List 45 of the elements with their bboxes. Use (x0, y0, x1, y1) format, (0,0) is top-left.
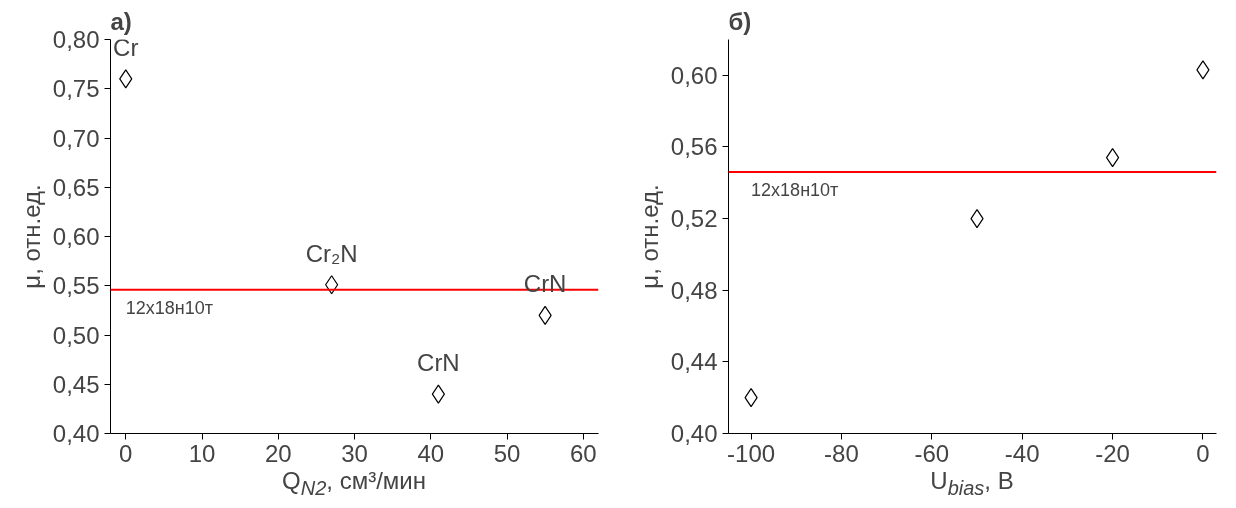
y-tick-label: 0,40 (52, 420, 100, 447)
y-tick-label: 0,70 (52, 124, 100, 152)
x-tick-label: -20 (1095, 439, 1130, 467)
x-axis-title: U$_{bias}$, В (930, 467, 1014, 500)
point (119, 69, 133, 89)
y-tick-label: 0,52 (670, 205, 718, 233)
chart-title: а) (110, 7, 132, 35)
y-tick-label: 0,80 (52, 26, 100, 53)
point (431, 384, 445, 404)
x-tick-label: -60 (914, 439, 950, 467)
x-tick-label: 40 (417, 439, 445, 467)
x-tick-label: 60 (569, 439, 597, 467)
x-tick-label: 10 (188, 439, 216, 467)
y-tick-label: 0,44 (670, 348, 718, 376)
y-tick-label: 0,45 (52, 370, 100, 398)
y-tick-label: 0,40 (670, 420, 718, 447)
annotation: CrN (417, 349, 460, 377)
point (1105, 148, 1120, 168)
y-tick-label: 0,50 (52, 321, 100, 349)
chart-title: б) (728, 7, 752, 35)
point (744, 388, 758, 408)
ref-line-label: 12х18н10т (751, 180, 839, 201)
ref-line-label: 12х18н10т (125, 297, 213, 318)
annotation: Cr₂N (305, 239, 358, 267)
point (1196, 60, 1210, 80)
y-axis-title: μ, отн.ед. (635, 184, 663, 289)
x-tick-label: 0 (119, 439, 133, 467)
x-tick-label: 30 (341, 439, 368, 467)
y-tick-label: 0,48 (670, 276, 718, 304)
y-tick-label: 0,75 (52, 75, 100, 103)
y-axis-title: μ, отн.ед. (17, 184, 45, 289)
y-tick-label: 0,56 (670, 133, 718, 161)
y-tick-label: 0,55 (52, 272, 100, 300)
x-tick-label: 0 (1196, 439, 1210, 467)
x-tick-label: -80 (824, 439, 859, 467)
point (325, 275, 339, 295)
x-tick-label: 20 (264, 439, 292, 467)
x-tick-label: -100 (727, 439, 776, 467)
y-tick-label: 0,60 (52, 223, 100, 250)
x-tick-label: -40 (1004, 439, 1040, 467)
x-axis-title: Q$_{N2}$, см³/мин (282, 467, 426, 500)
y-tick-label: 0,60 (670, 61, 718, 89)
x-tick-label: 50 (493, 439, 521, 467)
y-tick-label: 0,65 (52, 173, 100, 201)
point (538, 305, 552, 325)
